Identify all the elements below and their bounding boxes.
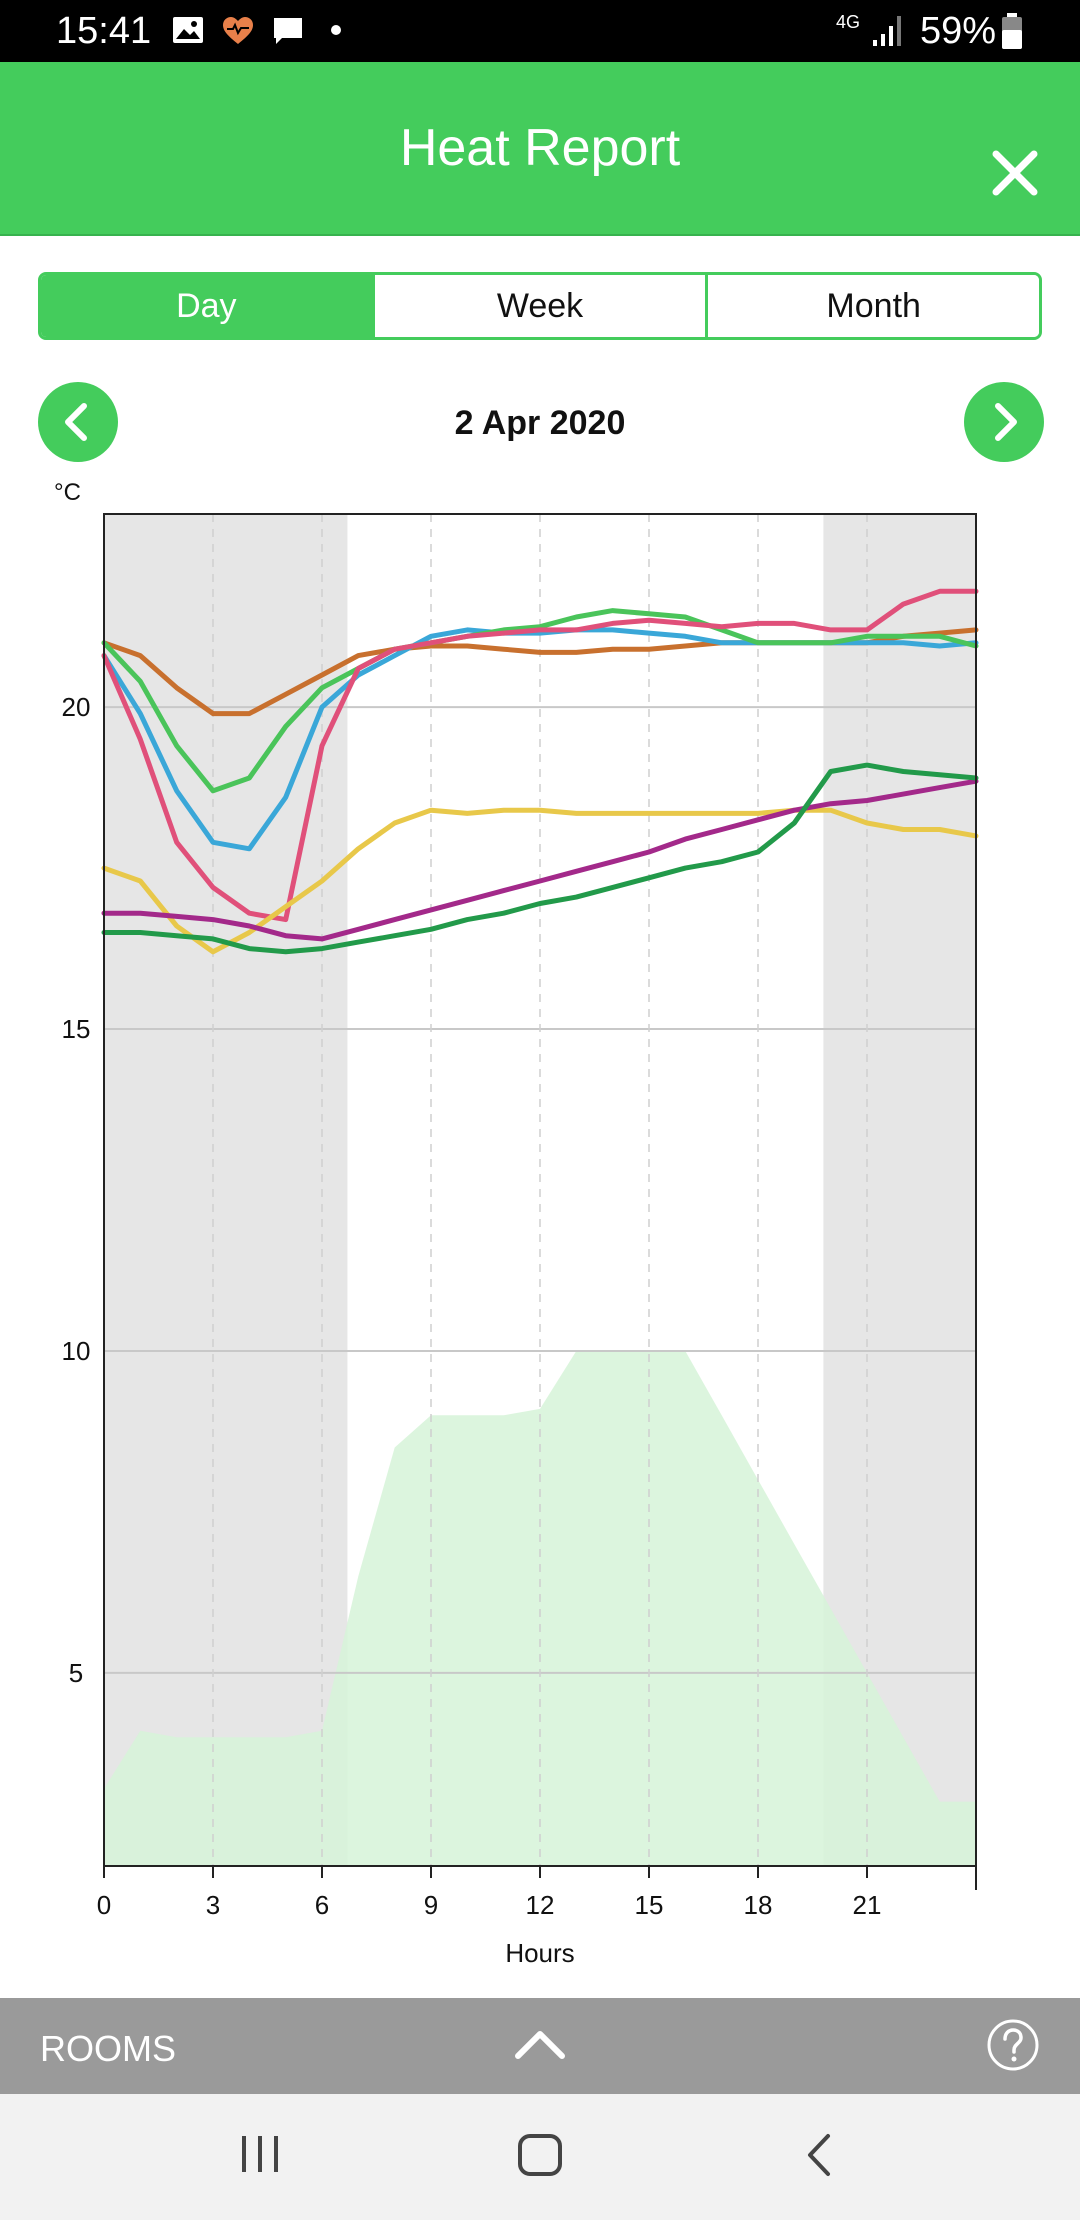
previous-date-button[interactable] — [38, 382, 118, 462]
back-icon[interactable] — [800, 2130, 840, 2180]
network-type: 4G — [836, 12, 861, 32]
room-series-line-2 — [101, 608, 979, 794]
room-series-line-5 — [101, 778, 979, 942]
room-series-line-4 — [101, 807, 979, 955]
period-tabs: Day Week Month — [38, 272, 1042, 340]
y-tick-label-15: 15 — [62, 1014, 91, 1044]
x-tick-label-21: 21 — [853, 1890, 882, 1920]
chevron-right-icon — [995, 403, 1017, 441]
home-icon[interactable] — [516, 2130, 564, 2180]
current-date: 2 Apr 2020 — [454, 404, 626, 442]
chevron-up-icon[interactable] — [512, 2020, 568, 2070]
chevron-left-icon — [65, 403, 87, 441]
tab-month[interactable]: Month — [705, 275, 1039, 337]
battery-icon — [1002, 13, 1022, 49]
rooms-label: ROOMS — [40, 2028, 177, 2069]
next-date-button[interactable] — [964, 382, 1044, 462]
y-tick-label-5: 5 — [69, 1658, 83, 1688]
dot-icon — [331, 25, 341, 35]
y-tick-label-20: 20 — [62, 692, 91, 722]
heart-icon — [223, 17, 253, 44]
system-nav-bar — [0, 2094, 1080, 2220]
status-bar: 15:41 4G 59% — [0, 0, 1080, 62]
message-icon — [274, 18, 302, 44]
close-icon[interactable] — [990, 148, 1040, 198]
x-tick-label-3: 3 — [206, 1890, 220, 1920]
x-tick-label-12: 12 — [526, 1890, 555, 1920]
night-band-1 — [823, 514, 976, 1866]
image-icon — [173, 17, 203, 43]
room-series-line-6 — [101, 762, 979, 955]
app-header: Heat Report — [0, 62, 1080, 236]
y-tick-label-10: 10 — [62, 1336, 91, 1366]
x-tick-label-15: 15 — [635, 1890, 664, 1920]
x-axis-label: Hours — [505, 1938, 574, 1968]
tab-day[interactable]: Day — [41, 275, 372, 337]
x-tick-label-0: 0 — [97, 1890, 111, 1920]
temperature-chart: °C 5 10 15 20 0 3 6 9 12 15 18 21 Hours — [54, 479, 979, 1968]
room-series-line-3 — [101, 588, 979, 923]
x-tick-label-6: 6 — [315, 1890, 329, 1920]
status-time: 15:41 — [56, 10, 152, 52]
y-unit-label: °C — [54, 479, 81, 506]
recent-apps-icon[interactable] — [238, 2130, 282, 2180]
x-tick-label-18: 18 — [744, 1890, 773, 1920]
rooms-bar[interactable]: ROOMS — [0, 1998, 1080, 2094]
battery-percent: 59% — [920, 10, 997, 52]
tab-week[interactable]: Week — [371, 275, 706, 337]
signal-icon — [873, 16, 901, 46]
x-tick-label-9: 9 — [424, 1890, 438, 1920]
page-title: Heat Report — [399, 119, 681, 177]
help-icon[interactable] — [986, 2018, 1040, 2072]
